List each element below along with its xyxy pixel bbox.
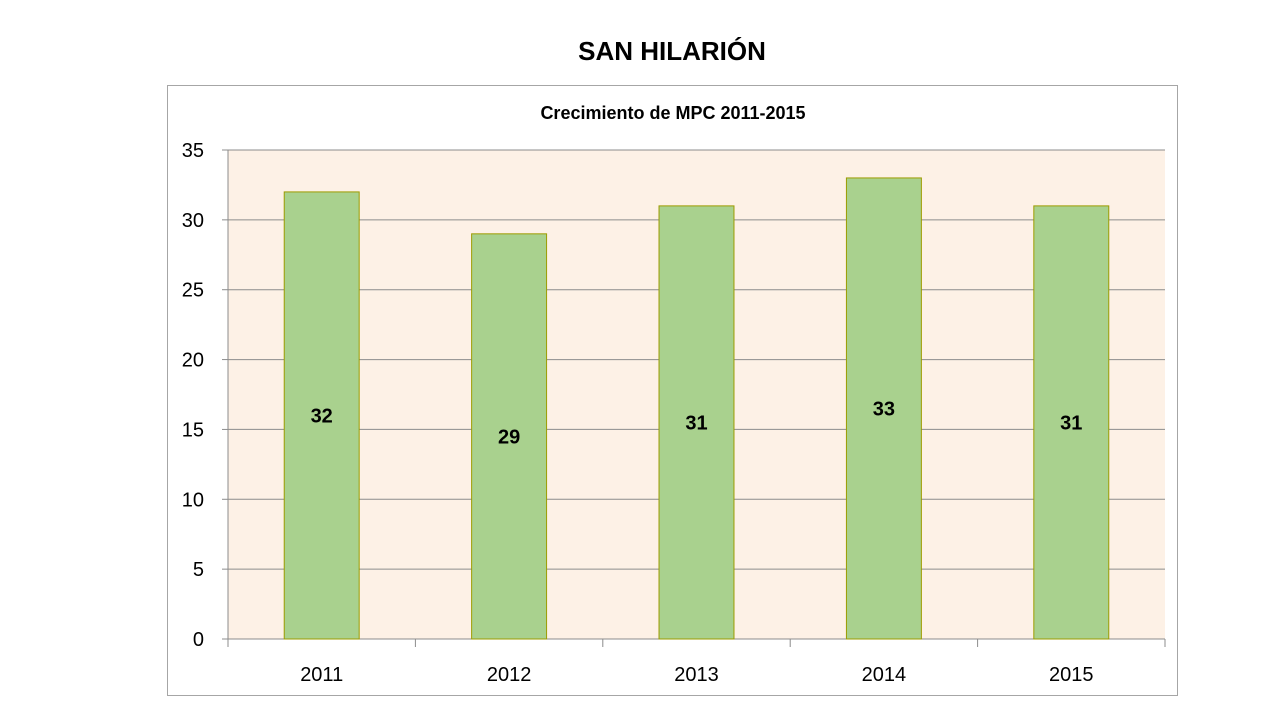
y-tick-label: 10 bbox=[182, 489, 204, 511]
data-label-2014: 33 bbox=[873, 398, 895, 420]
data-label-2013: 31 bbox=[685, 412, 707, 434]
y-tick-label: 20 bbox=[182, 350, 204, 372]
data-label-2015: 31 bbox=[1060, 412, 1082, 434]
y-tick-label: 5 bbox=[193, 559, 204, 581]
chart-container: Crecimiento de MPC 2011-2015 0 5 10 15 20 25 3… bbox=[167, 85, 1178, 696]
data-label-2012: 29 bbox=[498, 426, 520, 448]
data-label-2011: 32 bbox=[311, 405, 333, 427]
x-tick-label-2015: 2015 bbox=[1049, 664, 1094, 686]
y-tick-label: 0 bbox=[193, 629, 204, 651]
bar-2013 bbox=[658, 205, 735, 640]
y-tick-label: 30 bbox=[182, 210, 204, 232]
x-tick-label-2011: 2011 bbox=[300, 664, 343, 686]
page-title: SAN HILARIÓN bbox=[578, 36, 766, 66]
bar-2014 bbox=[845, 177, 922, 640]
bar-chart: Crecimiento de MPC 2011-2015 0 5 10 15 20 25 3… bbox=[182, 103, 1166, 686]
y-tick-label: 15 bbox=[182, 419, 204, 441]
bar-2011 bbox=[283, 191, 360, 640]
plot-area: 0 5 10 15 20 25 30 35 32 2011 29 2012 31 2013 33 2014 31… bbox=[182, 140, 1166, 686]
y-tick-label: 25 bbox=[182, 280, 204, 302]
bar-2012 bbox=[471, 233, 548, 640]
x-tick-label-2014: 2014 bbox=[862, 664, 907, 686]
chart-title: Crecimiento de MPC 2011-2015 bbox=[540, 103, 805, 123]
x-tick-label-2013: 2013 bbox=[674, 664, 719, 686]
bar-2015 bbox=[1033, 205, 1110, 640]
y-tick-label: 35 bbox=[182, 140, 204, 162]
x-tick-label-2012: 2012 bbox=[487, 664, 531, 686]
